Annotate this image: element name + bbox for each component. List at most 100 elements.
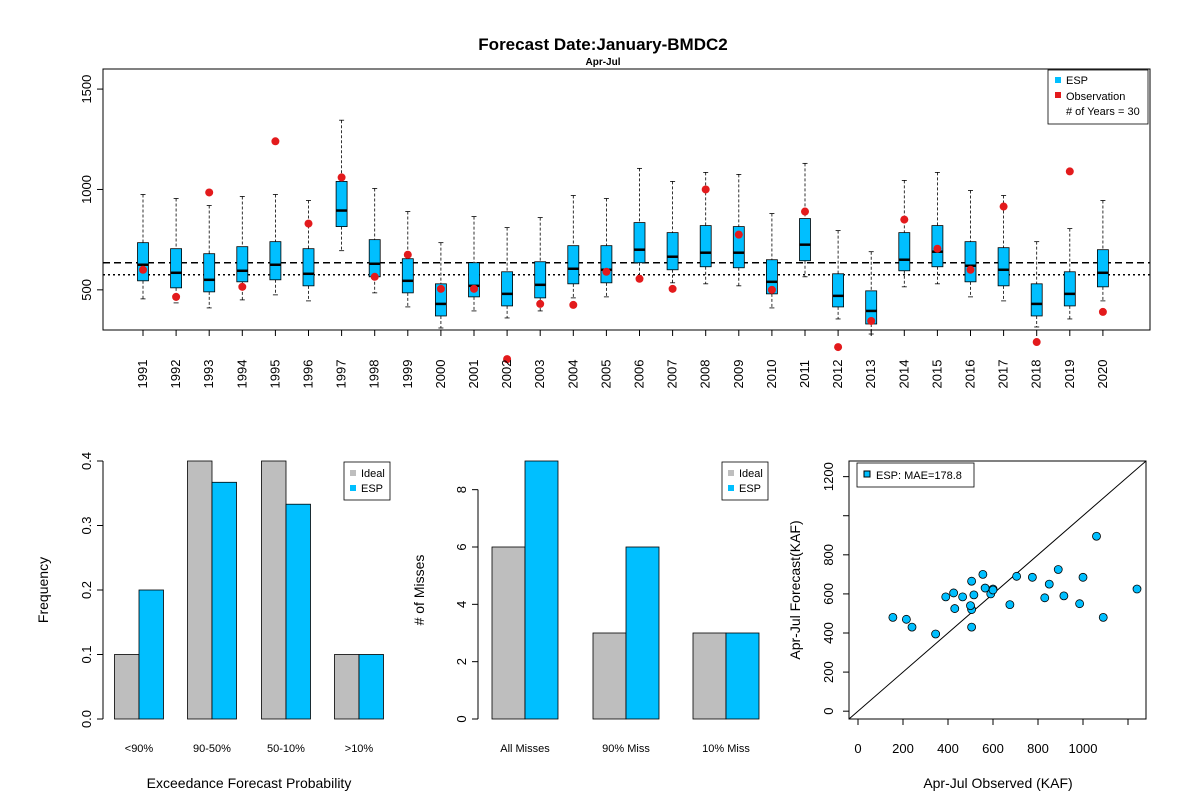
year-tick-label: 2010 [764,360,779,389]
box-iqr [699,225,712,268]
scatter-x-tick-label: 1000 [1069,741,1098,756]
bar-y-tick-label: 0.0 [79,710,94,728]
boxplot-legend: ESP Observation # of Years = 30 [1047,69,1149,125]
box-iqr [203,253,216,293]
ideal-bar-0 [491,546,526,720]
box-iqr [236,246,249,283]
bar-category-label: <90% [125,743,154,755]
year-tick-label: 1992 [168,360,183,389]
bar-category-label: 90% Miss [602,743,650,755]
scatter-point [966,601,975,611]
box-1993 [203,205,216,309]
boxplot-y-tick-label: 1000 [79,175,94,204]
box-2018 [1030,241,1043,328]
box-1997 [335,119,348,252]
observation-point [933,244,942,253]
misses-legend: Ideal ESP [721,461,769,501]
year-tick-label: 1998 [367,360,382,389]
year-tick-label: 2001 [466,360,481,389]
observation-point [701,185,710,194]
year-tick-label: 2014 [896,360,911,389]
box-1999 [401,211,414,308]
scatter-point [1005,600,1015,610]
box-2009 [732,174,745,287]
observation-point [734,230,743,239]
frequency-legend-frame [343,461,391,501]
box-2007 [666,181,679,284]
box-iqr [633,222,646,264]
frequency-category-labels: <90% 90-50% 50-10% >10% [125,743,374,755]
misses-category-labels: All Misses 90% Miss 10% Miss [500,743,750,755]
year-tick-label: 2012 [830,360,845,389]
box-2014 [898,180,911,288]
box-1996 [302,200,315,302]
year-tick-label: 1997 [334,360,349,389]
esp-legend-label-freq: ESP [361,483,383,495]
ideal-legend-swatch-misses [728,470,734,476]
year-tick-label: 1995 [267,360,282,389]
box-1995 [269,194,282,296]
box-iqr [335,181,348,228]
year-tick-label: 2011 [797,360,812,388]
bar-y-tick-label: 0 [454,715,469,722]
bar-y-tick-label: 0.1 [79,645,94,663]
box-2005 [600,198,613,298]
box-1994 [236,196,249,301]
observation-point [436,284,445,293]
bar-y-tick-label: 2 [454,658,469,665]
scatter-point [969,590,979,600]
year-tick-label: 2018 [1029,360,1044,389]
scatter-point [907,622,917,632]
scatter-point [1132,584,1142,594]
scatter-x-tick-label: 0 [854,741,861,756]
scatter-point [1059,591,1069,601]
scatter-x-tick-label: 400 [937,741,959,756]
box-iqr [964,241,977,283]
misses-y-axis: 0 2 4 6 8 [454,486,479,723]
years-count-note: # of Years = 30 [1066,106,1140,118]
boxplot-frame [102,68,1151,331]
scatter-point [888,612,898,622]
observation-point [503,355,512,364]
year-tick-label: 2004 [565,360,580,389]
scatter-x-tick-label: 600 [982,741,1004,756]
observation-point [1065,167,1074,176]
scatter-point [988,585,998,595]
misses-y-axis-label: # of Misses [411,555,427,626]
bar-category-label: 50-10% [267,743,305,755]
box-iqr [434,283,447,317]
esp-bar-1 [211,481,237,720]
year-tick-label: 1999 [400,360,415,389]
scatter-point [978,569,988,579]
year-tick-label: 1996 [301,360,316,389]
box-iqr [170,248,183,289]
box-iqr [368,239,381,278]
scatter-point [941,592,951,602]
scatter-points [888,531,1142,639]
box-2008 [699,171,712,285]
ideal-bar-2 [261,460,287,720]
observation-point [801,207,809,216]
box-iqr [997,247,1010,287]
year-tick-label: 2002 [499,360,514,389]
year-tick-label: 2003 [532,360,547,389]
bar-y-tick-label: 0.2 [79,581,94,599]
scatter-y-tick-label: 0 [821,708,836,715]
scatter-y-tick-label: 800 [821,544,836,566]
box-1992 [170,198,183,304]
scatter-point [958,592,968,602]
year-tick-label: 1994 [234,360,249,389]
observation-point [900,215,909,224]
observation-point [1032,338,1041,347]
year-tick-label: 2007 [665,360,680,389]
box-iqr [137,242,149,282]
year-tick-label: 2006 [632,360,647,389]
observation-points [139,137,1107,364]
scatter-x-tick-label: 200 [892,741,914,756]
scatter-point [1092,531,1101,541]
box-2017 [997,195,1010,302]
observation-point [569,300,578,309]
observation-point [205,188,214,197]
box-iqr [468,262,480,298]
misses-bars [491,460,760,720]
